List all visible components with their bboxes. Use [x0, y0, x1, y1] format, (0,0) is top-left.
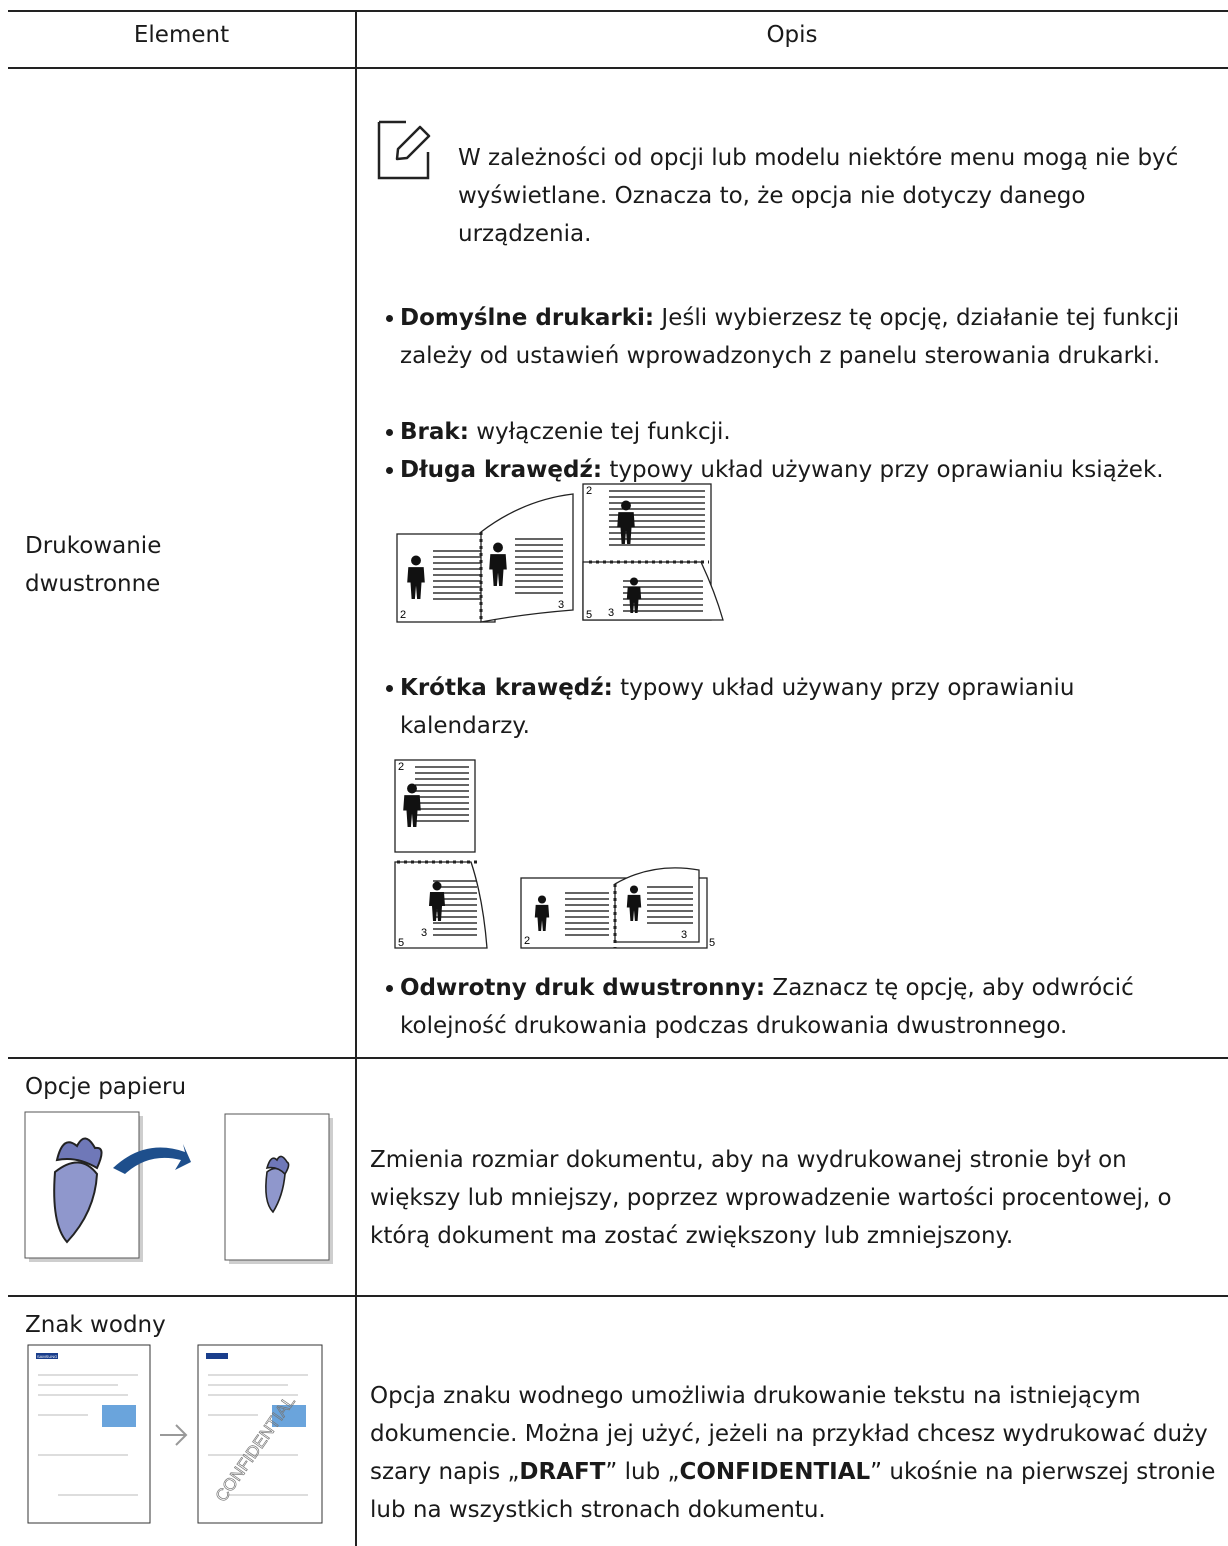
watermark-figure: SAMSUNG CONFIDENTIAL	[27, 1344, 323, 1524]
bullet-item: Krótka krawędź: typowy układ używany prz…	[400, 669, 1120, 745]
row-description: Opcja znaku wodnego umożliwia drukowanie…	[370, 1377, 1225, 1529]
illustration-text: SAMSUNG	[37, 1354, 57, 1359]
description-text: ” ukośnie na pierwszej stronie lub na ws…	[370, 1459, 1216, 1523]
bullet-text: typowy układ używany przy oprawianiu kal…	[400, 675, 1075, 739]
bullet	[386, 467, 393, 474]
bullet-item: Domyślne drukarki: Jeśli wybierzesz tę o…	[400, 299, 1220, 375]
bullet	[386, 985, 393, 992]
bullet	[386, 315, 393, 322]
page-number: 3	[681, 929, 687, 941]
bullet-term: Krótka krawędź:	[400, 675, 613, 701]
bullet	[386, 429, 393, 436]
header-cell: Element	[133, 22, 230, 48]
page-number: 3	[421, 927, 427, 939]
bullet-item: Długa krawędź: typowy układ używany przy…	[400, 451, 1228, 489]
row-border	[8, 1057, 1228, 1059]
page-number: 5	[709, 937, 715, 949]
page-number: 5	[586, 609, 592, 621]
description-emphasis: CONFIDENTIAL	[679, 1459, 871, 1485]
bullet-text: Jeśli wybierzesz tę opcję, działanie tej…	[400, 305, 1180, 369]
description-text: Opcja znaku wodnego umożliwia drukowanie…	[370, 1383, 1208, 1485]
row-label: Opcje papieru	[25, 1074, 187, 1100]
page-number: 3	[558, 599, 564, 611]
row-border	[8, 1295, 1228, 1297]
header-border	[8, 67, 1228, 69]
bullet-item: Odwrotny druk dwustronny: Zaznacz tę opc…	[400, 969, 1220, 1045]
note-icon	[377, 120, 431, 180]
description-text: ” lub „	[605, 1459, 680, 1485]
short-edge-figure: 2 3 5 2 3 5	[394, 759, 715, 949]
bullet-term: Długa krawędź:	[400, 457, 603, 483]
header-cell: Opis	[766, 22, 818, 48]
page-number: 2	[398, 761, 404, 773]
bullet-text: wyłączenie tej funkcji.	[468, 419, 731, 445]
long-edge-figure: 2 3 2 3 5	[396, 483, 724, 623]
table-top-border	[8, 10, 1228, 12]
row-label: Znak wodny	[25, 1312, 166, 1338]
description-emphasis: DRAFT	[519, 1459, 606, 1485]
column-border	[355, 10, 357, 1546]
note-text: W zależności od opcji lub modelu niektór…	[458, 145, 1179, 247]
bullet-text: typowy układ używany przy oprawianiu ksi…	[602, 457, 1164, 483]
page-number: 5	[398, 937, 404, 949]
page-number: 2	[586, 485, 592, 497]
bullet-term: Brak:	[400, 419, 469, 445]
bullet-text: Zaznacz tę opcję, aby odwrócić kolejność…	[400, 975, 1134, 1039]
page-number: 3	[608, 607, 614, 619]
page-number: 2	[400, 609, 406, 621]
bullet-item: Brak: wyłączenie tej funkcji.	[400, 413, 1220, 451]
bullet	[386, 685, 393, 692]
bullet-term: Domyślne drukarki:	[400, 305, 655, 331]
row-description: Zmienia rozmiar dokumentu, aby na wydruk…	[370, 1141, 1220, 1255]
description-text: Zmienia rozmiar dokumentu, aby na wydruk…	[370, 1147, 1172, 1249]
row-label: Drukowanie dwustronne	[25, 533, 162, 597]
bullet-term: Odwrotny druk dwustronny:	[400, 975, 766, 1001]
paper-options-figure	[24, 1111, 333, 1264]
page-number: 2	[524, 935, 530, 947]
